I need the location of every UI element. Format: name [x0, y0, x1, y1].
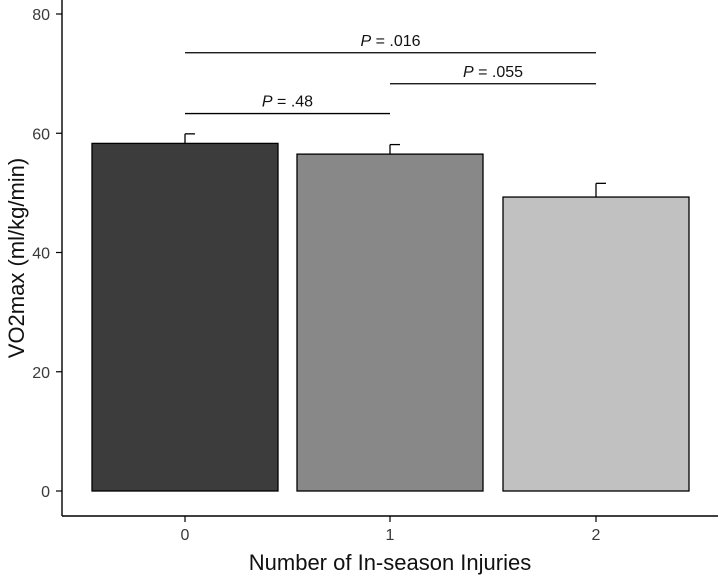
p-value-label-1-2: P = .055 — [463, 64, 523, 81]
p-value-label-0-1: P = .48 — [262, 94, 313, 111]
plot-area: 0 20 40 60 80 0 1 2 P = .016 P = .055 P = .48 — [32, 0, 718, 544]
x-tick-label-1: 1 — [386, 527, 395, 544]
x-tick-label-0: 0 — [181, 527, 190, 544]
bar-1 — [296, 153, 484, 492]
y-tick-label-0: 0 — [41, 484, 50, 501]
y-tick-label-20: 20 — [32, 365, 50, 382]
x-axis-title: Number of In-season Injuries — [249, 550, 531, 575]
y-axis-title: VO2max (ml/kg/min) — [4, 158, 29, 358]
y-tick-label-80: 80 — [32, 7, 50, 24]
bar-0 — [91, 142, 279, 492]
bar-2 — [502, 196, 690, 492]
y-tick-label-60: 60 — [32, 126, 50, 143]
p-value-label-0-2: P = .016 — [360, 33, 420, 50]
x-tick-label-2: 2 — [592, 527, 601, 544]
y-tick-label-40: 40 — [32, 246, 50, 263]
